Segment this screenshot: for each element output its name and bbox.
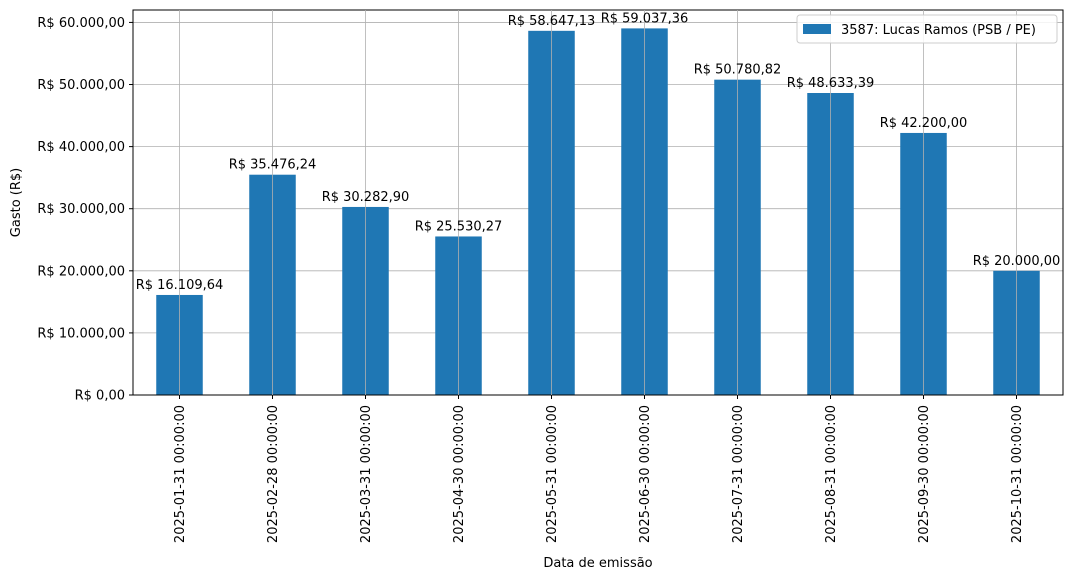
x-tick-label: 2025-10-31 00:00:00 bbox=[1010, 405, 1025, 543]
bars bbox=[156, 28, 1040, 396]
x-tick-label: 2025-06-30 00:00:00 bbox=[638, 405, 653, 543]
data-label: R$ 25.530,27 bbox=[415, 219, 503, 234]
x-tick-label: 2025-03-31 00:00:00 bbox=[359, 405, 374, 543]
x-axis-label: Data de emissão bbox=[543, 556, 652, 571]
legend: 3587: Lucas Ramos (PSB / PE) bbox=[796, 14, 1058, 44]
legend-swatch bbox=[803, 24, 831, 34]
data-label: R$ 59.037,36 bbox=[601, 11, 689, 26]
y-axis: R$ 0,00 R$ 10.000,00 R$ 20.000,00 R$ 30.000… bbox=[37, 16, 133, 404]
data-labels: R$ 16.109,64 R$ 35.476,24 R$ 30.282,90 R$ 2… bbox=[136, 10, 1061, 395]
x-tick-label: 2025-07-31 00:00:00 bbox=[731, 405, 746, 543]
y-tick-label: R$ 10.000,00 bbox=[37, 326, 125, 341]
data-label: R$ 35.476,24 bbox=[229, 158, 317, 173]
data-label: R$ 58.647,13 bbox=[508, 14, 596, 29]
data-label: R$ 16.109,64 bbox=[136, 278, 224, 293]
plot-area-frame bbox=[132, 9, 1064, 396]
x-tick-label: 2025-02-28 00:00:00 bbox=[266, 405, 281, 543]
legend-entry: 3587: Lucas Ramos (PSB / PE) bbox=[841, 23, 1036, 38]
x-tick-label: 2025-04-30 00:00:00 bbox=[452, 405, 467, 543]
y-tick-label: R$ 0,00 bbox=[75, 389, 125, 404]
y-tick-label: R$ 30.000,00 bbox=[37, 202, 125, 217]
data-label: R$ 30.282,90 bbox=[322, 190, 410, 205]
y-axis-label: Gasto (R$) bbox=[9, 168, 24, 237]
y-tick-label: R$ 40.000,00 bbox=[37, 140, 125, 155]
x-tick-label: 2025-05-31 00:00:00 bbox=[545, 405, 560, 543]
data-label: R$ 50.780,82 bbox=[694, 63, 782, 78]
x-tick-label: 2025-09-30 00:00:00 bbox=[917, 405, 932, 543]
data-label: R$ 48.633,39 bbox=[787, 76, 875, 91]
y-tick-label: R$ 50.000,00 bbox=[37, 78, 125, 93]
data-label: R$ 20.000,00 bbox=[973, 254, 1061, 269]
data-label: R$ 42.200,00 bbox=[880, 116, 968, 131]
y-tick-label: R$ 20.000,00 bbox=[37, 264, 125, 279]
x-tick-label: 2025-08-31 00:00:00 bbox=[824, 405, 839, 543]
x-tick-label: 2025-01-31 00:00:00 bbox=[173, 405, 188, 543]
legend-box bbox=[796, 14, 1058, 44]
y-tick-label: R$ 60.000,00 bbox=[37, 16, 125, 31]
x-axis: 2025-01-31 00:00:00 2025-02-28 00:00:00 20… bbox=[173, 395, 1025, 543]
